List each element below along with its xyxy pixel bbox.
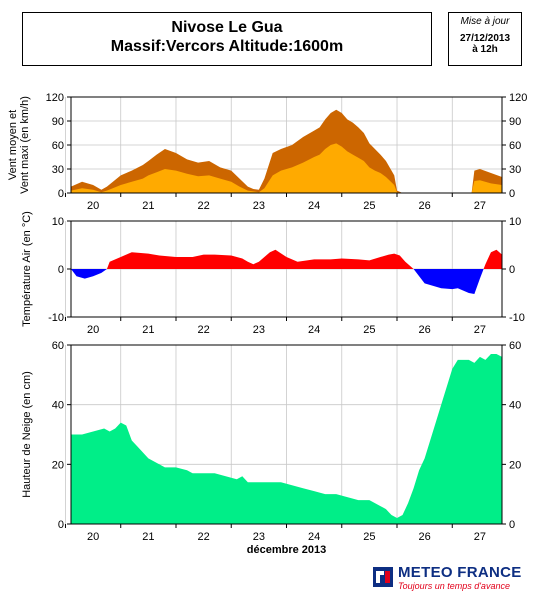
title-box: Nivose Le Gua Massif:Vercors Altitude:16…	[22, 12, 432, 66]
issue-time: à 12h	[472, 44, 498, 55]
wind-moyen-area	[71, 143, 502, 193]
snow-ytick-label-right: 0	[509, 519, 515, 531]
temperature-xtick-label: 22	[197, 324, 209, 336]
snow-xtick-label: 21	[142, 531, 154, 543]
wind-xtick-label: 27	[474, 200, 486, 212]
snow-xtick-label: 22	[197, 531, 209, 543]
issue-date: 27/12/2013	[459, 33, 511, 44]
temperature-ytick-label-right: -10	[509, 312, 525, 324]
wind-ylabel: Vent maxi (en km/h)	[19, 96, 31, 194]
chart-subtitle: Massif:Vercors Altitude:1600m	[110, 38, 344, 55]
wind-xtick-label: 25	[363, 200, 375, 212]
snow-ytick-label-right: 60	[509, 340, 521, 352]
temperature-xtick-label: 20	[87, 324, 99, 336]
snow-xlabel: décembre 2013	[247, 544, 327, 556]
snow-ytick-label-left: 0	[58, 519, 64, 531]
wind-ytick-label-right: 0	[509, 188, 515, 200]
wind-ytick-label-right: 60	[509, 140, 521, 152]
wind-xtick-label: 24	[308, 200, 320, 212]
wind-ytick-label-right: 30	[509, 164, 521, 176]
snow-xtick-label: 23	[253, 531, 265, 543]
brand-tagline: Toujours un temps d'avance	[398, 581, 510, 591]
snow-xtick-label: 24	[308, 531, 320, 543]
temperature-ylabel: Température Air (en °C)	[21, 211, 33, 327]
wind-ytick-label-right: 120	[509, 92, 527, 104]
snow-xtick-label: 26	[419, 531, 431, 543]
wind-ytick-label-left: 120	[46, 92, 64, 104]
snow-depth-area	[71, 353, 502, 524]
temperature-negative-area	[71, 269, 502, 294]
snow-ylabel: Hauteur de Neige (en cm)	[21, 371, 33, 498]
temperature-xtick-label: 24	[308, 324, 320, 336]
temperature-xtick-label: 27	[474, 324, 486, 336]
meteo-france-logo-icon	[373, 567, 393, 587]
wind-ytick-label-left: 90	[52, 116, 64, 128]
wind-xtick-label: 22	[197, 200, 209, 212]
wind-ylabel: Vent moyen et	[7, 110, 19, 180]
wind-ytick-label-left: 30	[52, 164, 64, 176]
wind-ytick-label-left: 0	[58, 188, 64, 200]
wind-ytick-label-right: 90	[509, 116, 521, 128]
snow-ytick-label-left: 40	[52, 400, 64, 412]
temperature-ytick-label-right: 10	[509, 216, 521, 228]
temperature-xtick-label: 25	[363, 324, 375, 336]
snow-ytick-label-left: 20	[52, 459, 64, 471]
meteo-france-logo: METEO FRANCE Toujours un temps d'avance	[370, 564, 536, 594]
temperature-ytick-label-right: 0	[509, 264, 515, 276]
wind-ytick-label-left: 60	[52, 140, 64, 152]
temperature-positive-area	[71, 249, 502, 269]
snow-ytick-label-right: 20	[509, 459, 521, 471]
snow-xtick-label: 25	[363, 531, 375, 543]
temperature-xtick-label: 26	[419, 324, 431, 336]
temperature-xtick-label: 23	[253, 324, 265, 336]
wind-xtick-label: 21	[142, 200, 154, 212]
chart-title: Nivose Le Gua	[171, 19, 283, 36]
temperature-ytick-label-left: -10	[48, 312, 64, 324]
snow-xtick-label: 27	[474, 531, 486, 543]
snow-ytick-label-right: 40	[509, 400, 521, 412]
temperature-xtick-label: 21	[142, 324, 154, 336]
wind-xtick-label: 23	[253, 200, 265, 212]
temperature-ytick-label-left: 10	[52, 216, 64, 228]
issue-date-box: Mise à jour 27/12/2013 à 12h	[448, 12, 522, 66]
wind-xtick-label: 20	[87, 200, 99, 212]
snow-ytick-label-left: 60	[52, 340, 64, 352]
issue-label: Mise à jour	[460, 16, 510, 27]
temperature-ytick-label-left: 0	[58, 264, 64, 276]
brand-name: METEO FRANCE	[398, 564, 522, 581]
wind-xtick-label: 26	[419, 200, 431, 212]
charts-canvas: 0 0 30 30 60 60 90 90 120 120 20 21 22 23 24 25 26 27 Vent…	[7, 92, 527, 556]
snow-xtick-label: 20	[87, 531, 99, 543]
